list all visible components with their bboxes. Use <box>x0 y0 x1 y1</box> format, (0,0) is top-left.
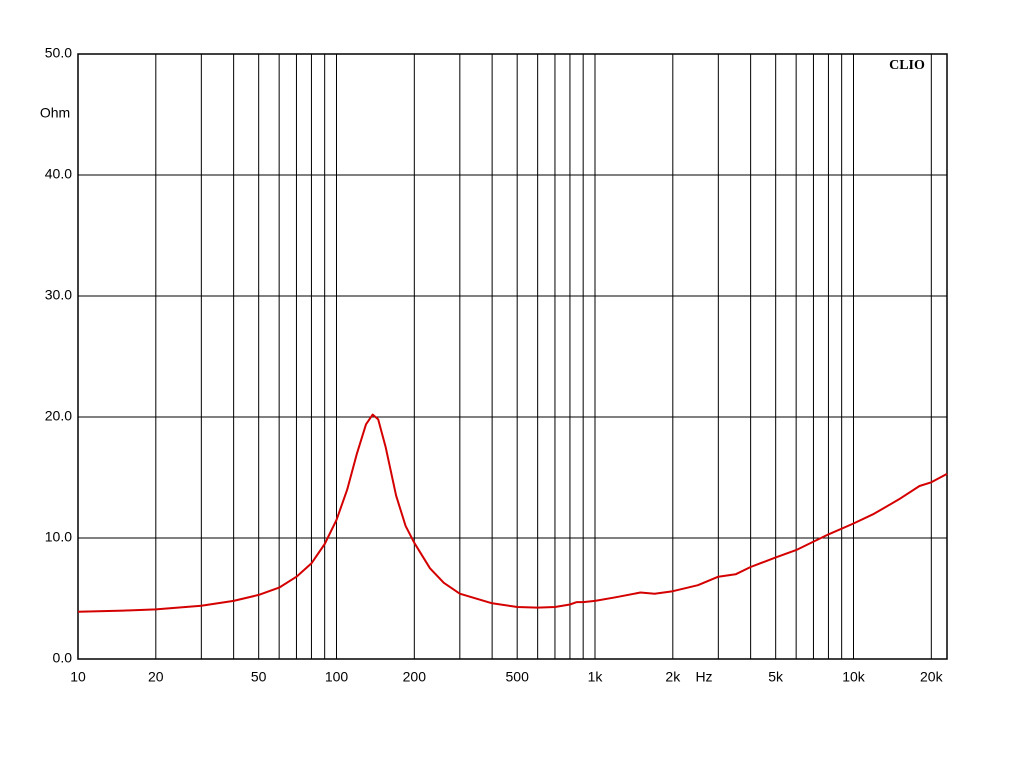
x-tick-label: 200 <box>403 669 427 685</box>
x-tick-label: 20 <box>148 669 164 685</box>
x-tick-label: 20k <box>920 669 944 685</box>
impedance-line <box>77 413 948 613</box>
y-tick-label: 0.0 <box>53 650 73 666</box>
y-axis-label: Ohm <box>40 105 70 121</box>
y-tick-label: 30.0 <box>45 287 72 303</box>
plot-border <box>77 53 948 660</box>
x-tick-label: 10k <box>842 669 866 685</box>
x-tick-label: 500 <box>506 669 530 685</box>
y-tick-label: 10.0 <box>45 529 72 545</box>
x-tick-label: 10 <box>70 669 86 685</box>
x-tick-label: 100 <box>325 669 349 685</box>
y-tick-label: 50.0 <box>45 45 72 61</box>
x-tick-label: 50 <box>251 669 267 685</box>
x-tick-label: 2k <box>665 669 681 685</box>
y-tick-label: 40.0 <box>45 166 72 182</box>
x-axis-label: Hz <box>695 669 712 685</box>
x-tick-label: 5k <box>768 669 784 685</box>
x-tick-label: 1k <box>588 669 604 685</box>
y-tick-label: 20.0 <box>45 408 72 424</box>
brand-label: CLIO <box>889 58 925 73</box>
